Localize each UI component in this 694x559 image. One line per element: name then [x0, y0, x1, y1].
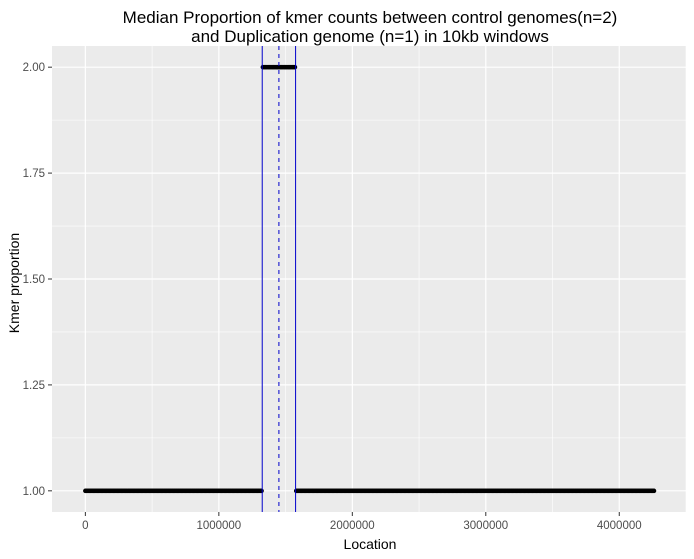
axis-ticks — [48, 66, 620, 516]
data-point — [651, 488, 657, 494]
x-tick-label: 4000000 — [597, 520, 642, 532]
x-tick-label: 3000000 — [463, 520, 508, 532]
y-tick-label: 1.75 — [23, 168, 45, 180]
x-axis-title: Location — [344, 536, 397, 552]
y-tick-label: 1.25 — [23, 380, 45, 392]
y-axis-title: Kmer proportion — [6, 233, 22, 333]
y-tick-label: 1.50 — [23, 274, 45, 286]
y-tick-label: 1.00 — [23, 486, 45, 498]
x-tick-label: 0 — [82, 520, 88, 532]
data-point — [259, 488, 264, 494]
chart-title-line2: and Duplication genome (n=1) in 10kb win… — [191, 27, 549, 46]
x-tick-label: 1000000 — [196, 520, 241, 532]
vertical-lines — [261, 46, 297, 512]
y-tick-labels: 1.00 1.25 1.50 1.75 2.00 — [23, 62, 45, 498]
x-tick-label: 2000000 — [330, 520, 375, 532]
data-points — [83, 64, 657, 494]
x-tick-labels: 0 1000000 2000000 3000000 4000000 — [82, 520, 641, 532]
y-tick-label: 2.00 — [23, 62, 45, 74]
chart-title-line1: Median Proportion of kmer counts between… — [123, 8, 618, 27]
data-point — [292, 64, 298, 70]
